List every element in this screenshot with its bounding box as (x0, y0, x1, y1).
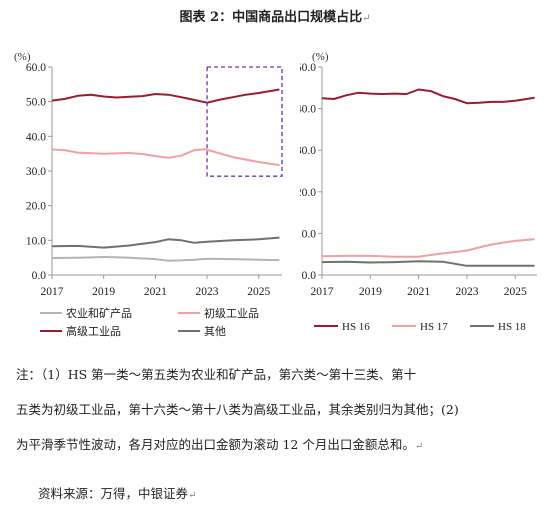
legend-label: 农业和矿产品 (66, 306, 132, 320)
series-line (321, 88, 535, 105)
series-line (51, 236, 280, 249)
source-text: 资料来源：万得，中银证券 (38, 486, 189, 501)
figure-title: 图表 2：中国商品出口规模占比↵ (0, 6, 550, 25)
paragraph-mark: ↵ (362, 13, 371, 24)
x-tick-label: 2021 (407, 286, 430, 298)
x-tick-label: 2025 (247, 286, 270, 298)
legend-label: HS 17 (420, 321, 448, 333)
series-line (321, 238, 535, 258)
note-line-1-text: 注：（1）HS 第一类～第五类为农业和矿产品，第六类～第十三类、第十 (16, 367, 417, 382)
note-line-3: 为平滑季节性波动，各月对应的出口金额为滚动 12 个月出口金额总和。↵ (16, 436, 540, 455)
x-tick-label: 2023 (455, 286, 478, 298)
paragraph-mark: ↵ (414, 441, 424, 452)
figure-title-text: 图表 2：中国商品出口规模占比 (179, 10, 363, 25)
y-tick-label: 50.0 (300, 62, 316, 74)
legend-label: 初级工业品 (204, 306, 259, 320)
y-tick-label: 30.0 (300, 145, 316, 157)
y-tick-label: 60.0 (26, 62, 46, 74)
y-tick-label: 30.0 (26, 166, 46, 178)
legend-label: HS 18 (498, 321, 526, 333)
y-axis-label: (%) (312, 51, 329, 63)
note-line-2: 五类为初级工业品，第十六类～第十八类为高级工业品，其余类别归为其他；(2) (16, 401, 540, 418)
highlight-box (206, 66, 283, 177)
note-line-3-text: 为平滑季节性波动，各月对应的出口金额为滚动 12 个月出口金额总和。 (16, 437, 415, 452)
note-line-1: 注：（1）HS 第一类～第五类为农业和矿产品，第六类～第十三类、第十 (16, 366, 540, 383)
y-tick-label: 40.0 (26, 131, 46, 143)
series-line (321, 260, 535, 267)
y-tick-label: 20.0 (26, 201, 46, 213)
y-tick-label: 40.0 (300, 104, 316, 116)
legend-label: 其他 (204, 325, 226, 338)
legend-label: HS 16 (342, 321, 370, 333)
paragraph-mark: ↵ (188, 490, 197, 501)
source-note: 资料来源：万得，中银证券↵ (38, 483, 196, 502)
y-tick-label: 50.0 (26, 97, 46, 109)
series-line (51, 148, 280, 167)
y-tick-label: 20.0 (300, 187, 316, 199)
y-axis-label: (%) (14, 51, 31, 63)
x-tick-label: 2023 (196, 286, 219, 298)
y-tick-label: 0.0 (32, 270, 47, 282)
x-tick-label: 2019 (359, 286, 382, 298)
x-tick-label: 2025 (504, 286, 527, 298)
x-tick-label: 2017 (311, 286, 334, 298)
series-line (51, 88, 280, 104)
chart-left: (%) 0.0 10.0 20.0 30.0 40.0 50.0 60.0 2017 2019 20… (14, 51, 283, 338)
x-tick-label: 2017 (41, 286, 64, 298)
x-tick-label: 2021 (144, 286, 167, 298)
x-tick-label: 2019 (92, 286, 115, 298)
y-tick-label: 0.0 (302, 270, 317, 282)
y-tick-label: 10.0 (300, 228, 316, 240)
series-line (51, 256, 280, 262)
chart-right: (%) 0.0 10.0 20.0 30.0 40.0 50.0 2017 2019 2021 20… (300, 51, 537, 333)
legend-label: 高级工业品 (66, 324, 121, 338)
note-line-2-text: 五类为初级工业品，第十六类～第十八类为高级工业品，其余类别归为其他；(2) (16, 402, 459, 417)
y-tick-label: 10.0 (26, 235, 46, 247)
